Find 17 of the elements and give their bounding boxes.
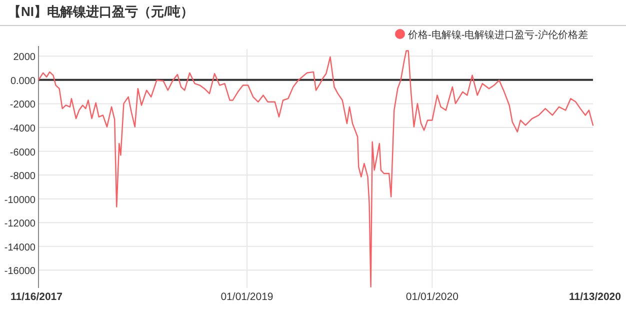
y-tick-label: -10000 xyxy=(4,194,36,206)
y-tick-label: -8000 xyxy=(10,171,36,182)
x-tick-label: 01/01/2020 xyxy=(406,291,459,303)
x-tick-label: 11/13/2020 xyxy=(569,291,622,303)
y-tick-label: -12000 xyxy=(4,218,36,230)
legend-label: 价格-电解镍-电解镍进口盈亏-沪伦价格差 xyxy=(407,29,588,41)
y-tick-label: -14000 xyxy=(4,242,36,254)
y-tick-label: 0.000 xyxy=(10,76,36,87)
x-tick-label: 01/01/2019 xyxy=(220,291,274,303)
x-tick-label: 11/16/2017 xyxy=(10,291,63,303)
chart-title: 【NI】电解镍进口盈亏（元/吨） xyxy=(8,4,194,19)
y-tick-label: -6000 xyxy=(10,147,36,158)
y-tick-label: -2000 xyxy=(10,100,36,111)
y-tick-label: -4000 xyxy=(10,123,36,134)
line-series xyxy=(38,50,594,288)
y-tick-label: -16000 xyxy=(4,266,36,278)
y-tick-label: 2000 xyxy=(13,52,36,64)
